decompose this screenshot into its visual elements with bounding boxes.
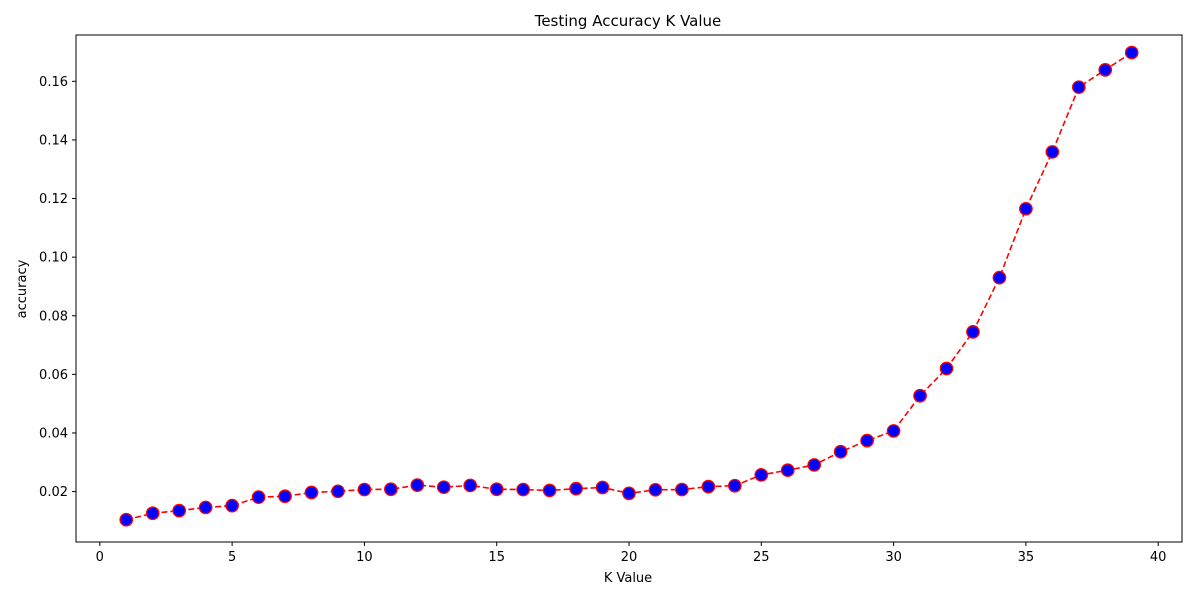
data-point <box>1045 145 1060 159</box>
data-point <box>304 485 319 500</box>
x-axis: 0 5 10 15 20 25 30 35 40 <box>96 542 1167 565</box>
data-point <box>516 482 531 497</box>
data-point <box>1019 201 1033 216</box>
data-point <box>1071 80 1086 95</box>
x-tick-label: 20 <box>621 550 638 565</box>
x-tick-label: 15 <box>488 550 505 565</box>
y-tick-label: 0.10 <box>39 251 68 266</box>
x-tick-label: 40 <box>1150 550 1167 565</box>
data-point <box>225 498 239 513</box>
data-point <box>833 444 848 459</box>
x-axis-title: K Value <box>604 571 652 586</box>
y-axis-title: accuracy <box>15 259 30 318</box>
x-tick-label: 35 <box>1018 550 1035 565</box>
data-point <box>278 489 292 504</box>
data-point <box>727 478 742 493</box>
data-point <box>675 482 689 497</box>
x-tick-label: 0 <box>96 550 104 565</box>
data-point <box>913 388 927 403</box>
data-point <box>807 458 822 472</box>
data-point <box>648 482 663 497</box>
data-point <box>1098 63 1113 77</box>
data-point <box>939 361 954 376</box>
y-tick-label: 0.14 <box>39 133 68 148</box>
data-point <box>172 503 187 518</box>
data-point <box>595 480 610 495</box>
y-tick-label: 0.06 <box>39 368 68 383</box>
y-tick-label: 0.02 <box>39 485 68 500</box>
data-point <box>992 270 1007 285</box>
y-tick-label: 0.16 <box>39 75 68 90</box>
data-point <box>701 479 716 494</box>
data-point <box>860 433 874 448</box>
data-point <box>966 325 980 339</box>
data-point <box>463 478 478 493</box>
x-tick-label: 5 <box>228 550 236 565</box>
y-axis: 0.02 0.04 0.06 0.08 0.10 0.12 0.14 0.16 <box>39 75 76 500</box>
data-point <box>780 463 795 478</box>
data-point <box>119 512 134 527</box>
data-point <box>754 468 769 482</box>
x-tick-label: 25 <box>753 550 770 565</box>
data-point <box>1124 45 1139 60</box>
data-point <box>489 482 504 497</box>
data-point <box>436 480 451 495</box>
y-tick-label: 0.12 <box>39 192 68 207</box>
data-point <box>251 490 266 505</box>
plot-area <box>119 45 1139 527</box>
data-point <box>542 483 557 498</box>
data-point <box>145 506 160 521</box>
data-point <box>622 486 636 501</box>
data-point <box>331 484 345 499</box>
x-tick-label: 10 <box>356 550 373 565</box>
data-point <box>886 424 901 438</box>
data-point <box>384 482 398 497</box>
chart-title: Testing Accuracy K Value <box>534 12 722 30</box>
data-point <box>357 482 372 497</box>
y-tick-label: 0.08 <box>39 309 68 324</box>
x-tick-label: 30 <box>885 550 902 565</box>
data-point <box>569 481 583 496</box>
y-tick-label: 0.04 <box>39 426 68 441</box>
data-point <box>198 500 213 515</box>
data-point <box>410 478 425 492</box>
